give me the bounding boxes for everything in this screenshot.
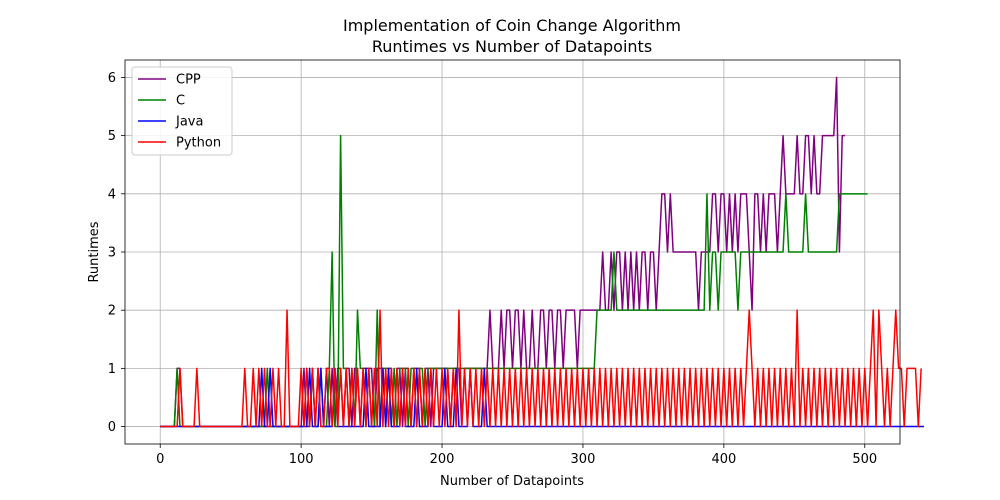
y-tick-label: 1 [108,362,116,377]
x-axis-label: Number of Datapoints [440,474,584,489]
series-line-python [160,309,922,428]
x-tick-label: 400 [711,452,736,467]
series-layer [160,76,924,428]
legend-box [131,66,233,156]
x-tick-label: 100 [289,452,314,467]
x-tick-label: 200 [430,452,455,467]
legend-label-python: Python [176,136,221,151]
x-tick-label: 300 [571,452,596,467]
y-tick-label: 5 [108,129,116,144]
chart-title: Implementation of Coin Change Algorithm [343,16,681,35]
series-line-java [160,367,924,428]
legend-label-c: C [176,94,185,109]
y-tick-label: 2 [108,304,116,319]
x-tick-label: 500 [852,452,877,467]
x-tick-label: 0 [156,452,164,467]
y-tick-label: 6 [108,71,116,86]
chart-subtitle: Runtimes vs Number of Datapoints [372,37,652,56]
legend-label-java: Java [175,115,203,130]
legend: CPP C Java Python [131,66,233,156]
legend-label-cpp: CPP [176,73,201,88]
y-tick-label: 4 [108,187,116,202]
y-tick-label: 3 [108,246,116,261]
y-tick-label: 0 [108,420,116,435]
axis-ticks: 0 100 200 300 400 500 0 1 2 3 4 5 6 [108,71,877,467]
y-axis-label: Runtimes [87,221,102,282]
